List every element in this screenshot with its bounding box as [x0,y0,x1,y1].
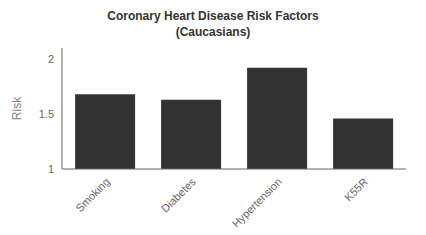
svg-text:Diabetes: Diabetes [159,175,199,215]
html-text:(Caucasians): (Caucasians) [175,25,251,39]
html-text:Coronary Heart Disease Risk Fa: Coronary Heart Disease Risk Factors [107,9,319,23]
svg-text:Risk: Risk [10,96,24,120]
svg-text:1: 1 [48,163,54,175]
svg-text:1.5: 1.5 [39,108,54,120]
svg-text:2: 2 [48,53,54,65]
svg-text:Hypertension: Hypertension [230,175,284,227]
svg-text:K55R: K55R [342,175,370,203]
svg-text:Smoking: Smoking [73,175,112,214]
